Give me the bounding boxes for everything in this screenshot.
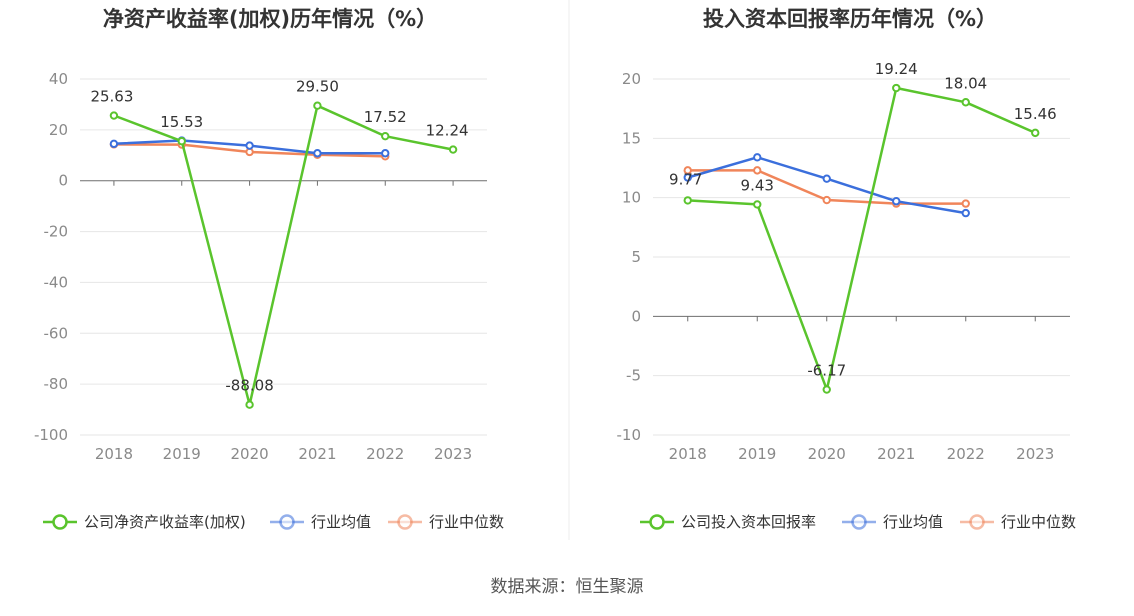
data-point: [961, 208, 970, 218]
data-label: 15.53: [160, 113, 203, 131]
legend-label: 行业均值: [883, 513, 943, 531]
x-tick-label: 2022: [947, 445, 985, 463]
data-label: 9.77: [669, 170, 702, 188]
x-tick-label: 2021: [877, 445, 915, 463]
legend-label: 行业中位数: [429, 513, 504, 531]
data-label: 25.63: [90, 88, 133, 106]
data-point: [245, 141, 254, 150]
chart-title: 投入资本回报率历年情况（%）: [703, 7, 997, 31]
series-line: [687, 156, 967, 215]
data-label: -6.17: [807, 362, 846, 380]
legend-marker-circle: [851, 514, 867, 530]
data-point: [245, 400, 254, 409]
data-point: [109, 111, 119, 120]
data-point: [753, 153, 762, 162]
data-point: [381, 149, 390, 158]
x-tick-label: 2018: [669, 445, 707, 463]
data-label: 15.46: [1014, 105, 1057, 123]
x-tick-label: 2023: [434, 445, 472, 463]
x-tick-label: 2021: [298, 445, 336, 463]
data-label: -88.08: [225, 377, 273, 395]
chart-title: 净资产收益率(加权)历年情况（%）: [103, 7, 437, 31]
y-tick-label: -5: [626, 367, 641, 385]
data-point: [381, 131, 390, 141]
data-point: [822, 385, 831, 394]
x-tick-label: 2020: [808, 445, 846, 463]
data-label: 12.24: [426, 122, 469, 140]
data-point: [313, 101, 322, 110]
y-tick-label: -10: [617, 426, 642, 444]
x-tick-label: 2020: [230, 445, 268, 463]
data-label: 17.52: [364, 108, 407, 126]
data-point: [961, 98, 970, 107]
x-tick-label: 2018: [95, 445, 133, 463]
legend-label: 行业均值: [311, 513, 371, 531]
x-tick-label: 2023: [1016, 445, 1054, 463]
y-tick-label: 20: [49, 121, 68, 139]
data-point: [177, 137, 186, 146]
x-tick-label: 2019: [163, 445, 201, 463]
series-line: [687, 86, 1036, 391]
data-point: [961, 199, 970, 208]
data-point: [109, 139, 119, 149]
data-point: [892, 83, 901, 93]
data-label: 19.24: [875, 60, 918, 78]
data-label: 29.50: [296, 78, 339, 96]
y-tick-label: -80: [44, 375, 69, 393]
y-tick-label: -40: [44, 273, 69, 291]
data-label: 18.04: [944, 74, 987, 92]
data-point: [822, 174, 831, 183]
data-point: [448, 145, 458, 154]
y-tick-label: -100: [34, 426, 68, 444]
y-tick-label: 20: [622, 70, 641, 88]
data-point: [683, 196, 692, 205]
y-tick-label: 40: [49, 70, 68, 88]
legend-marker-circle: [969, 514, 985, 530]
y-tick-label: 5: [631, 248, 641, 266]
series-line: [113, 104, 454, 406]
data-point: [1031, 128, 1040, 138]
y-tick-label: 0: [631, 307, 641, 325]
data-point: [683, 173, 692, 182]
data-point: [313, 149, 322, 158]
legend-label: 公司投入资本回报率: [681, 513, 816, 531]
y-tick-label: 10: [622, 189, 641, 207]
y-tick-label: -20: [44, 223, 69, 241]
legend-marker-circle: [649, 514, 665, 530]
data-point: [753, 166, 762, 175]
y-tick-label: 0: [58, 172, 68, 190]
y-tick-label: 15: [622, 129, 641, 147]
data-point: [892, 197, 901, 206]
legend-label: 行业中位数: [1001, 513, 1076, 531]
y-tick-label: -60: [44, 324, 69, 342]
x-tick-label: 2019: [738, 445, 776, 463]
legend-label: 公司净资产收益率(加权): [84, 513, 246, 531]
source-label: 数据来源：恒生聚源: [491, 577, 644, 597]
legend-marker-circle: [279, 514, 295, 530]
x-tick-label: 2022: [366, 445, 404, 463]
legend-marker-circle: [397, 514, 413, 530]
data-point: [753, 200, 762, 209]
legend-marker-circle: [52, 514, 68, 530]
data-label: 9.43: [741, 176, 774, 194]
data-point: [822, 195, 831, 205]
